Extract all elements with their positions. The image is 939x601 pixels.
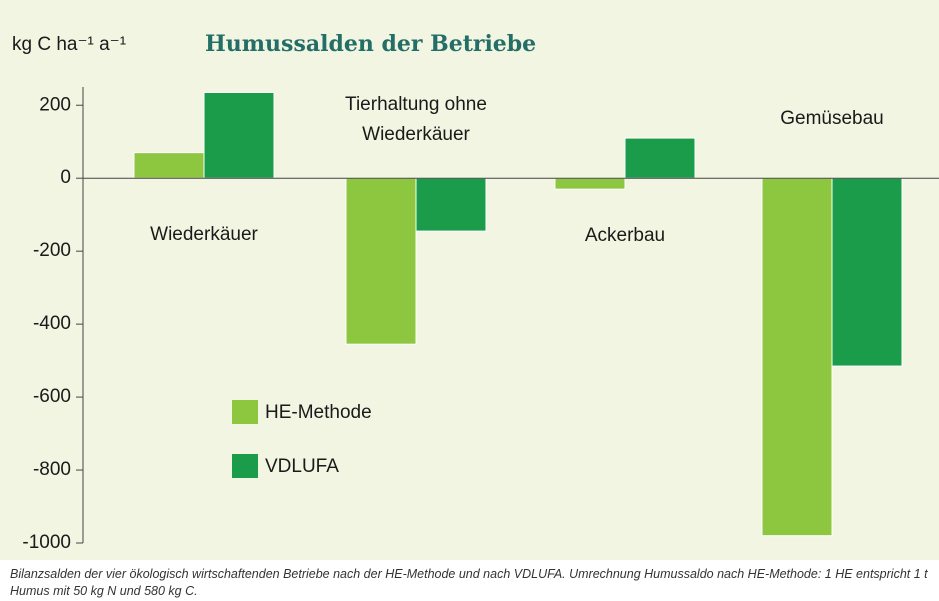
y-tick-label: -800 <box>33 459 71 480</box>
legend-swatch <box>232 454 258 478</box>
legend-label: HE-Methode <box>265 402 372 423</box>
bar <box>133 152 205 179</box>
category-label: Gemüsebau <box>780 108 884 129</box>
bar <box>831 177 903 367</box>
y-tick-label: 200 <box>39 94 71 115</box>
bar <box>554 177 626 190</box>
y-tick-label: -200 <box>33 240 71 261</box>
y-tick-label: 0 <box>60 167 71 188</box>
category-label: Ackerbau <box>585 225 665 246</box>
category-label: Tierhaltung ohne Wiederkäuer <box>345 94 487 145</box>
chart: kg C ha⁻¹ a⁻¹ Humussalden der Betriebe 2… <box>0 0 939 560</box>
y-tick-label: -400 <box>33 313 71 334</box>
caption: Bilanzsalden der vier ökologisch wirtsch… <box>10 567 928 598</box>
legend-label: VDLUFA <box>265 456 339 477</box>
y-tick-label: -1000 <box>22 532 71 553</box>
bar <box>203 91 275 179</box>
category-label: Wiederkäuer <box>150 224 258 245</box>
bar <box>624 137 696 179</box>
y-axis-label: kg C ha⁻¹ a⁻¹ <box>12 34 126 55</box>
bar <box>761 177 833 537</box>
y-tick-label: -600 <box>33 386 71 407</box>
chart-title: Humussalden der Betriebe <box>205 31 536 57</box>
bar <box>415 177 487 232</box>
legend-swatch <box>232 400 258 424</box>
bar <box>345 177 417 345</box>
